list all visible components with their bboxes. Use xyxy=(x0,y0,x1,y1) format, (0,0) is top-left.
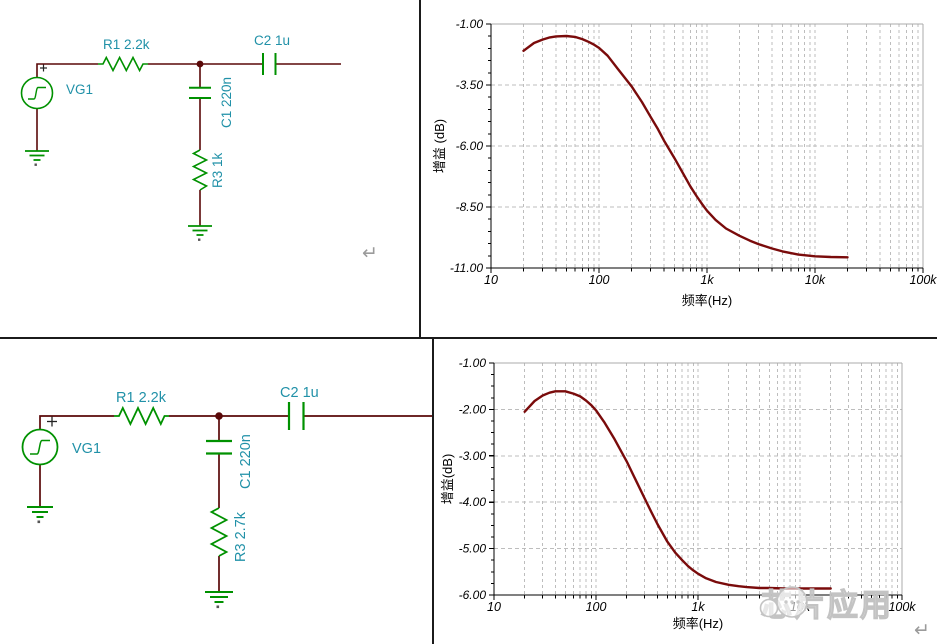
ground-dot xyxy=(37,520,41,524)
divider-horizontal xyxy=(0,337,937,339)
x-tick-label: 1k xyxy=(700,273,714,287)
x-tick-label: 100 xyxy=(589,273,610,287)
y-tick-label: -3.50 xyxy=(456,78,484,92)
x-axis-title: 频率(Hz) xyxy=(673,616,724,631)
ground-icon xyxy=(27,506,53,518)
label-r3: R3 2.7k xyxy=(233,511,249,562)
node-dot xyxy=(215,412,223,420)
capacitor-c2 xyxy=(262,53,277,75)
label-c2: C2 1u xyxy=(280,385,319,401)
x-axis-title: 频率(Hz) xyxy=(682,293,733,308)
resistor-r1 xyxy=(98,55,148,73)
gain-frequency-chart-2: -1.00-2.00-3.00-4.00-5.00-6.00101001k10k… xyxy=(440,356,916,631)
gain-curve xyxy=(523,390,832,590)
label-r1: R1 2.2k xyxy=(103,37,150,52)
label-source: VG1 xyxy=(72,441,101,457)
return-mark-icon: ↵ xyxy=(914,619,930,641)
gain-curve xyxy=(522,34,849,259)
x-tick-label: 1k xyxy=(691,600,705,614)
x-tick-label: 10 xyxy=(487,600,501,614)
y-tick-label: -11.00 xyxy=(450,261,483,275)
y-tick-label: -1.00 xyxy=(456,17,484,31)
y-tick-label: -4.00 xyxy=(459,495,487,509)
plus-sign xyxy=(40,64,47,72)
label-source: VG1 xyxy=(66,82,93,97)
x-tick-label: 10 xyxy=(484,273,498,287)
x-tick-label: 100k xyxy=(909,273,937,287)
wires xyxy=(36,63,341,226)
y-tick-label: -3.00 xyxy=(459,449,487,463)
voltage-source-vg1-icon xyxy=(20,76,54,110)
y-tick-label: -6.00 xyxy=(459,588,487,602)
y-tick-label: -5.00 xyxy=(459,542,487,556)
ground-icon xyxy=(205,591,233,603)
return-mark-icon: ↵ xyxy=(362,242,378,264)
ground-dot xyxy=(34,163,37,166)
x-tick-label: 100 xyxy=(586,600,607,614)
wires xyxy=(39,415,432,592)
y-tick-label: -8.50 xyxy=(456,200,484,214)
label-c2: C2 1u xyxy=(254,33,290,48)
capacitor-c2 xyxy=(287,402,305,430)
x-tick-label: 100k xyxy=(888,600,916,614)
resistor-r3 xyxy=(191,149,209,191)
label-c1: C1 220n xyxy=(219,77,234,128)
voltage-source-vg1-icon xyxy=(21,428,59,466)
circuit-schematic-1: R1 2.2k C2 1u VG1 C1 220n R3 1k xyxy=(20,33,341,241)
watermark: 芯片应用 xyxy=(757,580,893,625)
capacitor-c1 xyxy=(206,439,232,455)
node-dot xyxy=(196,60,204,68)
circuit-schematic-2: R1 2.2k C2 1u VG1 C1 220n R3 2.7k xyxy=(21,385,432,609)
label-c1: C1 220n xyxy=(238,434,254,489)
divider-vertical-top xyxy=(419,0,421,337)
ground-dot xyxy=(216,605,220,609)
y-tick-label: -6.00 xyxy=(456,139,484,153)
resistor-r1 xyxy=(114,405,169,427)
y-axis-title: 增益(dB) xyxy=(440,454,455,505)
plus-sign xyxy=(47,416,57,427)
divider-vertical-bottom xyxy=(432,339,434,644)
label-r3: R3 1k xyxy=(210,152,225,188)
ground-icon xyxy=(188,225,212,236)
label-r1: R1 2.2k xyxy=(116,390,167,406)
ground-dot xyxy=(198,238,201,241)
y-tick-label: -2.00 xyxy=(459,402,487,416)
chat-bubbles-icon xyxy=(759,585,808,618)
y-axis-title: 增益 (dB) xyxy=(432,119,447,173)
capacitor-c1 xyxy=(189,86,211,99)
x-tick-label: 10k xyxy=(805,273,826,287)
resistor-r3 xyxy=(209,507,229,557)
ground-icon xyxy=(25,150,49,161)
y-tick-label: -1.00 xyxy=(459,356,487,370)
